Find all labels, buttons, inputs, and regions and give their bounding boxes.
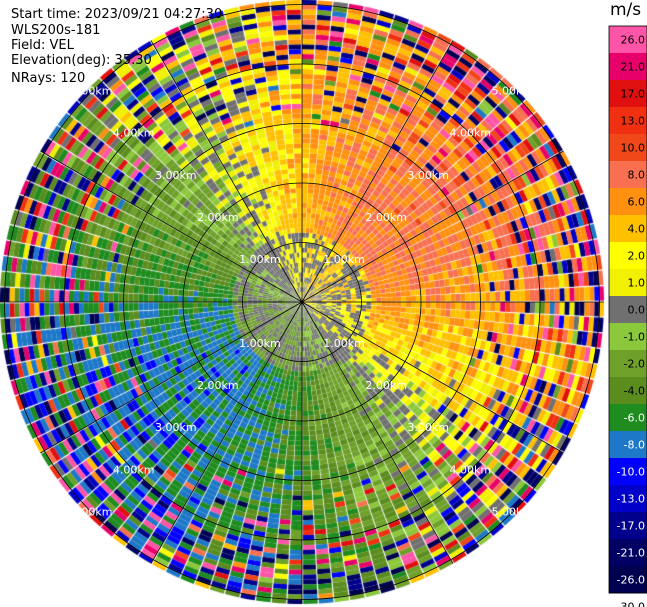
nrays-label: NRays: 120	[11, 71, 86, 86]
ring-label-2-45: 2.00km	[365, 211, 407, 224]
colorbar-swatch-14	[609, 404, 647, 432]
ring-label-4-135: 4.00km	[450, 463, 492, 476]
colorbar-swatch-9	[609, 269, 647, 297]
colorbar-tick-label: 17.0	[621, 88, 646, 101]
ring-label-2-225: 2.00km	[197, 379, 239, 392]
colorbar-tick-label: 10.0	[621, 142, 646, 155]
ring-label-5-225: 5.00km	[71, 505, 113, 518]
ring-label-1-315: 1.00km	[239, 253, 281, 266]
colorbar-swatch-0	[609, 26, 647, 54]
colorbar-tick-label: 21.0	[621, 61, 646, 74]
colorbar-swatch-13	[609, 377, 647, 405]
colorbar-tick-label: -1.0	[624, 331, 645, 344]
azimuth-spoke-330	[150, 40, 303, 303]
colorbar-swatch-17	[609, 485, 647, 513]
ring-label-3-315: 3.00km	[155, 169, 197, 182]
elevation-label: Elevation(deg): 35.30	[11, 53, 152, 68]
colorbar-swatch-4	[609, 134, 647, 162]
colorbar-swatch-18	[609, 512, 647, 540]
ring-label-3-225: 3.00km	[155, 421, 197, 434]
colorbar-tick-label: -30.0	[617, 601, 645, 607]
colorbar-swatch-12	[609, 350, 647, 378]
azimuth-spoke-240	[40, 301, 303, 454]
colorbar-tick-label: -13.0	[617, 493, 645, 506]
colorbar-tick-label: 1.0	[628, 277, 646, 290]
colorbar-swatch-1	[609, 53, 647, 81]
colorbar-tick-label: -17.0	[617, 520, 645, 533]
azimuth-spoke-30	[301, 40, 454, 303]
colorbar-tick-label: -6.0	[624, 412, 645, 425]
azimuth-spoke-150	[301, 301, 454, 564]
colorbar-tick-label: 2.0	[628, 250, 646, 263]
colorbar-swatch-15	[609, 431, 647, 459]
colorbar-swatch-3	[609, 107, 647, 135]
azimuth-spoke-210	[150, 301, 303, 564]
colorbar-tick-label: -21.0	[617, 547, 645, 560]
start-time-label: Start time: 2023/09/21 04:27:30	[11, 7, 223, 22]
colorbar-swatch-7	[609, 215, 647, 243]
instrument-label: WLS200s-181	[11, 23, 101, 38]
azimuth-spoke-60	[301, 150, 564, 303]
ring-label-1-45: 1.00km	[323, 253, 365, 266]
colorbar-tick-label: 0.0	[628, 304, 646, 317]
field-label: Field: VEL	[11, 38, 74, 53]
colorbar-tick-label: 8.0	[628, 169, 646, 182]
colorbar-tick-label: -10.0	[617, 466, 645, 479]
colorbar-swatch-20	[609, 566, 647, 594]
ring-label-4-45: 4.00km	[450, 127, 492, 140]
colorbar-tick-label: 26.0	[621, 34, 646, 47]
colorbar-frame	[608, 25, 647, 594]
colorbar-swatch-19	[609, 539, 647, 567]
colorbar-tick-label: -8.0	[624, 439, 645, 452]
azimuth-spoke-120	[301, 301, 564, 454]
colorbar-tick-label: 4.0	[628, 223, 646, 236]
colorbar-swatch-16	[609, 458, 647, 486]
colorbar-unit: m/s	[610, 0, 642, 20]
ring-label-3-135: 3.00km	[407, 421, 449, 434]
ring-label-1-225: 1.00km	[239, 337, 281, 350]
colorbar-swatch-2	[609, 80, 647, 108]
colorbar-swatch-11	[609, 323, 647, 351]
ring-label-4-225: 4.00km	[113, 463, 155, 476]
colorbar-swatch-5	[609, 161, 647, 189]
colorbar-swatch-10	[609, 296, 647, 324]
ring-label-3-45: 3.00km	[407, 169, 449, 182]
ring-label-5-45: 5.00km	[492, 85, 534, 98]
colorbar-tick-label: 13.0	[621, 115, 646, 128]
ring-label-2-135: 2.00km	[365, 379, 407, 392]
colorbar-swatch-8	[609, 242, 647, 270]
azimuth-spoke-300	[40, 150, 303, 303]
ring-label-4-315: 4.00km	[113, 127, 155, 140]
colorbar-tick-label: 6.0	[628, 196, 646, 209]
ring-label-5-315: 5.00km	[71, 85, 113, 98]
colorbar-swatch-6	[609, 188, 647, 216]
ring-label-1-135: 1.00km	[323, 337, 365, 350]
colorbar-tick-label: -26.0	[617, 574, 645, 587]
colorbar-tick-label: -4.0	[624, 385, 645, 398]
ring-label-2-315: 2.00km	[197, 211, 239, 224]
ring-label-5-135: 5.00km	[492, 505, 534, 518]
colorbar-tick-label: -2.0	[624, 358, 645, 371]
